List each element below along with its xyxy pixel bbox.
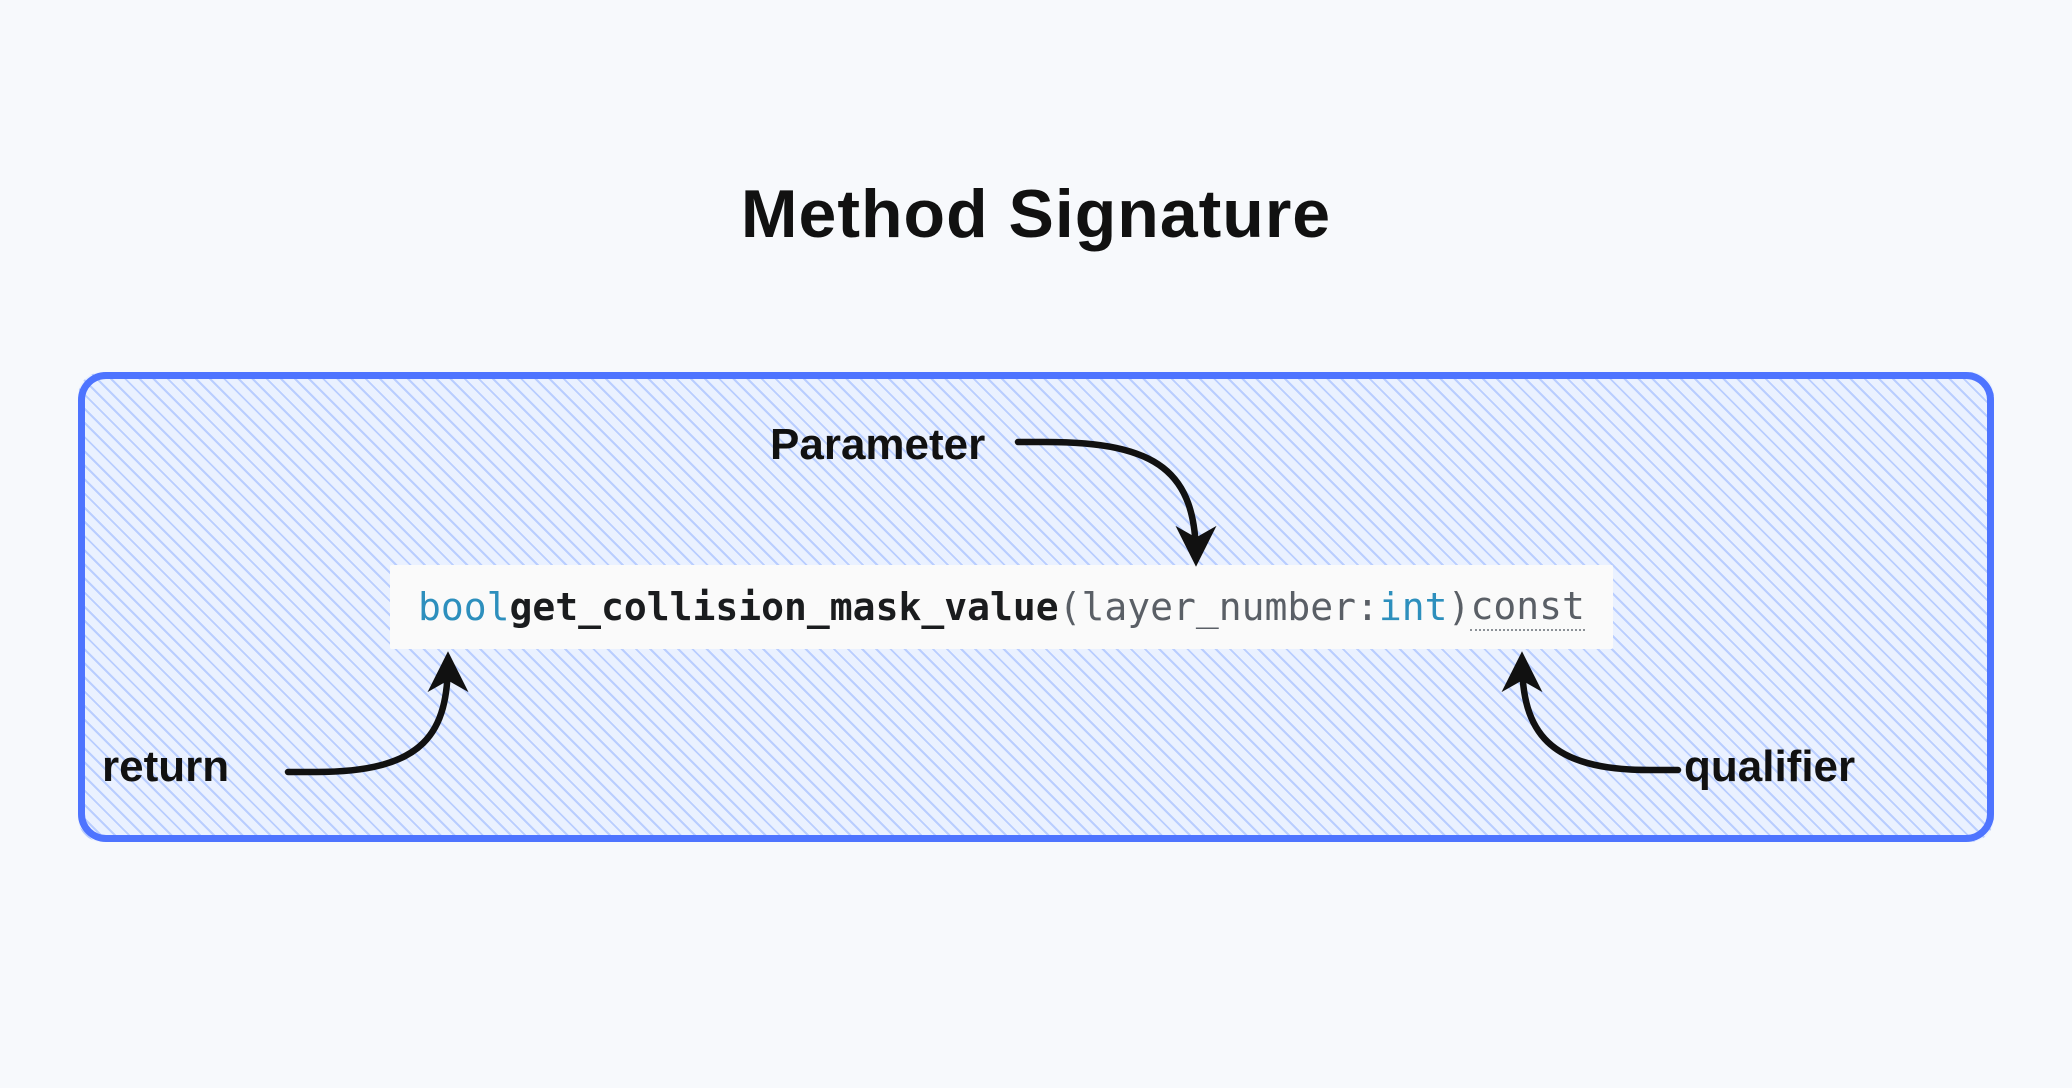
token-paren-close: ) — [1448, 585, 1471, 629]
token-colon: : — [1356, 585, 1379, 629]
token-method-name: get_collision_mask_value — [510, 585, 1059, 629]
token-param-type: int — [1379, 585, 1448, 629]
code-signature: bool get_collision_mask_value ( layer_nu… — [390, 565, 1613, 649]
token-qualifier: const — [1470, 584, 1584, 631]
token-param-name: layer_number — [1081, 585, 1356, 629]
token-return-type: bool — [418, 585, 510, 629]
label-parameter: Parameter — [770, 420, 985, 470]
label-return: return — [102, 742, 229, 792]
diagram-canvas: Method Signature bool get_collision_mask… — [0, 0, 2072, 1088]
label-qualifier: qualifier — [1684, 742, 1855, 792]
diagram-title: Method Signature — [0, 175, 2072, 253]
token-paren-open: ( — [1059, 585, 1082, 629]
